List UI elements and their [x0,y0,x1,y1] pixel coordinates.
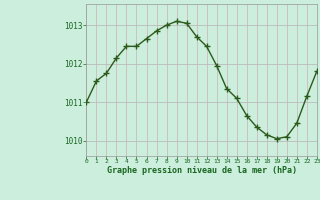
X-axis label: Graphe pression niveau de la mer (hPa): Graphe pression niveau de la mer (hPa) [107,166,297,175]
